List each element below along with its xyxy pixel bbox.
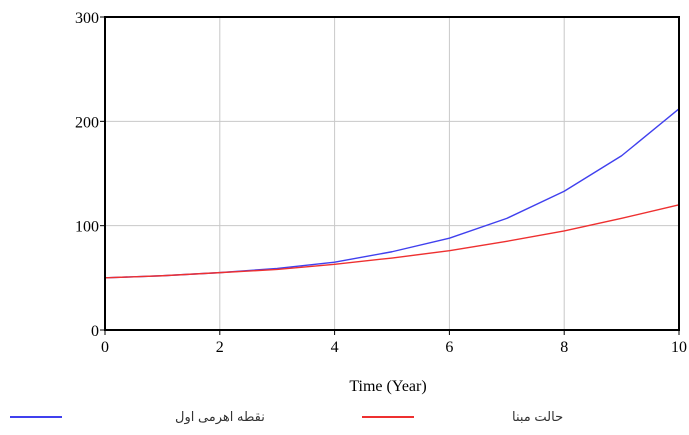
y-tick-label: 100	[75, 219, 99, 236]
x-tick-label: 6	[445, 339, 453, 356]
x-tick-label: 10	[671, 339, 687, 356]
x-tick-label: 8	[560, 339, 568, 356]
series-line-1	[105, 109, 679, 278]
legend-item-1: نقطه اهرمی اول	[10, 409, 265, 425]
x-axis-title: Time (Year)	[349, 378, 426, 395]
series-lines	[105, 109, 679, 278]
legend-label: حالت مبنا	[512, 409, 563, 424]
x-tick-label: 4	[331, 339, 339, 356]
legend: نقطه اهرمی اول حالت مبنا	[10, 409, 563, 425]
legend-item-2: حالت مبنا	[362, 409, 563, 424]
legend-label: نقطه اهرمی اول	[175, 409, 265, 425]
x-tick-label: 0	[101, 339, 109, 356]
series-line-2	[105, 205, 679, 278]
y-tick-label: 200	[75, 114, 99, 131]
y-tick-label: 300	[75, 10, 99, 27]
x-tick-label: 2	[216, 339, 224, 356]
y-tick-label: 0	[91, 323, 99, 340]
